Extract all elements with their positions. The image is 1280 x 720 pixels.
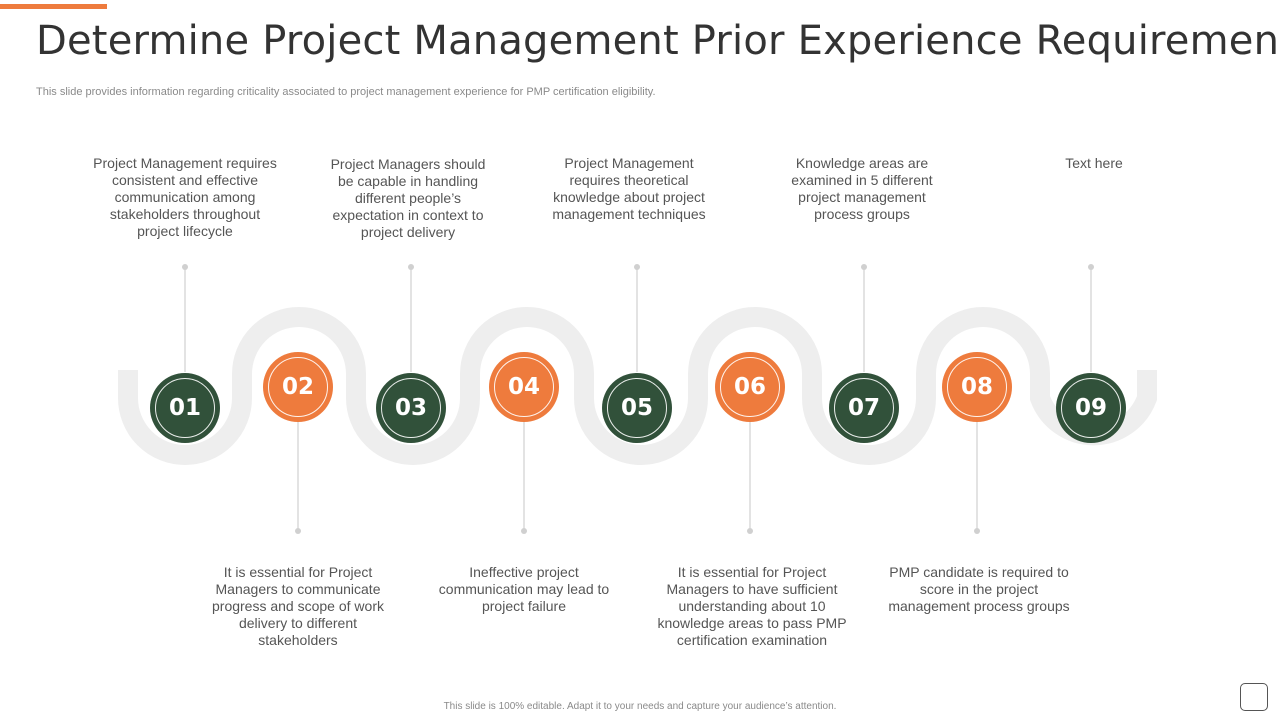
connector-dots xyxy=(182,264,1094,534)
step-04-circle: 04 xyxy=(489,352,559,422)
step-06-circle: 06 xyxy=(715,352,785,422)
connector-dot xyxy=(1088,264,1094,270)
accent-bar xyxy=(0,4,107,9)
connector-dot xyxy=(295,528,301,534)
wave-path xyxy=(118,307,1157,465)
step-number: 02 xyxy=(281,374,314,400)
connector-dot xyxy=(861,264,867,270)
step-number: 08 xyxy=(960,374,993,400)
page-title: Determine Project Management Prior Exper… xyxy=(36,18,1280,64)
step-08-description: PMP candidate is required to score in th… xyxy=(888,564,1070,614)
connector-dot xyxy=(974,528,980,534)
step-number: 07 xyxy=(847,395,880,421)
step-01-description: Project Management requires consistent a… xyxy=(93,155,277,239)
step-ring xyxy=(155,378,215,438)
step-number: 06 xyxy=(733,374,766,400)
step-05-circle: 05 xyxy=(602,373,672,443)
page-subtitle: This slide provides information regardin… xyxy=(36,86,656,98)
step-03-description: Project Managers should be capable in ha… xyxy=(330,156,486,240)
footer-note: This slide is 100% editable. Adapt it to… xyxy=(443,701,837,712)
step-ring xyxy=(1061,378,1121,438)
step-ring xyxy=(834,378,894,438)
connectors xyxy=(184,267,1092,531)
step-09-circle: 09 xyxy=(1056,373,1126,443)
step-number: 01 xyxy=(168,395,201,421)
step-03-circle: 03 xyxy=(376,373,446,443)
step-07-circle: 07 xyxy=(829,373,899,443)
step-ring xyxy=(494,357,554,417)
step-06-description: It is essential for Project Managers to … xyxy=(657,564,847,648)
step-number: 05 xyxy=(620,395,653,421)
connector-dot xyxy=(747,528,753,534)
step-number: 09 xyxy=(1074,395,1107,421)
step-01-circle: 01 xyxy=(150,373,220,443)
step-ring xyxy=(607,378,667,438)
step-08-circle: 08 xyxy=(942,352,1012,422)
step-07-description: Knowledge areas are examined in 5 differ… xyxy=(791,155,933,222)
connector-dot xyxy=(634,264,640,270)
step-02-description: It is essential for Project Managers to … xyxy=(212,564,384,648)
step-ring xyxy=(720,357,780,417)
step-09-description: Text here xyxy=(1065,155,1123,171)
connector-dot xyxy=(182,264,188,270)
step-ring xyxy=(947,357,1007,417)
step-04-description: Ineffective project communication may le… xyxy=(438,564,610,614)
step-number: 04 xyxy=(507,374,540,400)
step-number: 03 xyxy=(394,395,427,421)
step-ring xyxy=(381,378,441,438)
step-05-description: Project Management requires theoretical … xyxy=(552,155,706,222)
connector-dot xyxy=(408,264,414,270)
step-ring xyxy=(268,357,328,417)
step-02-circle: 02 xyxy=(263,352,333,422)
slide-corner-box xyxy=(1240,683,1268,711)
connector-dot xyxy=(521,528,527,534)
